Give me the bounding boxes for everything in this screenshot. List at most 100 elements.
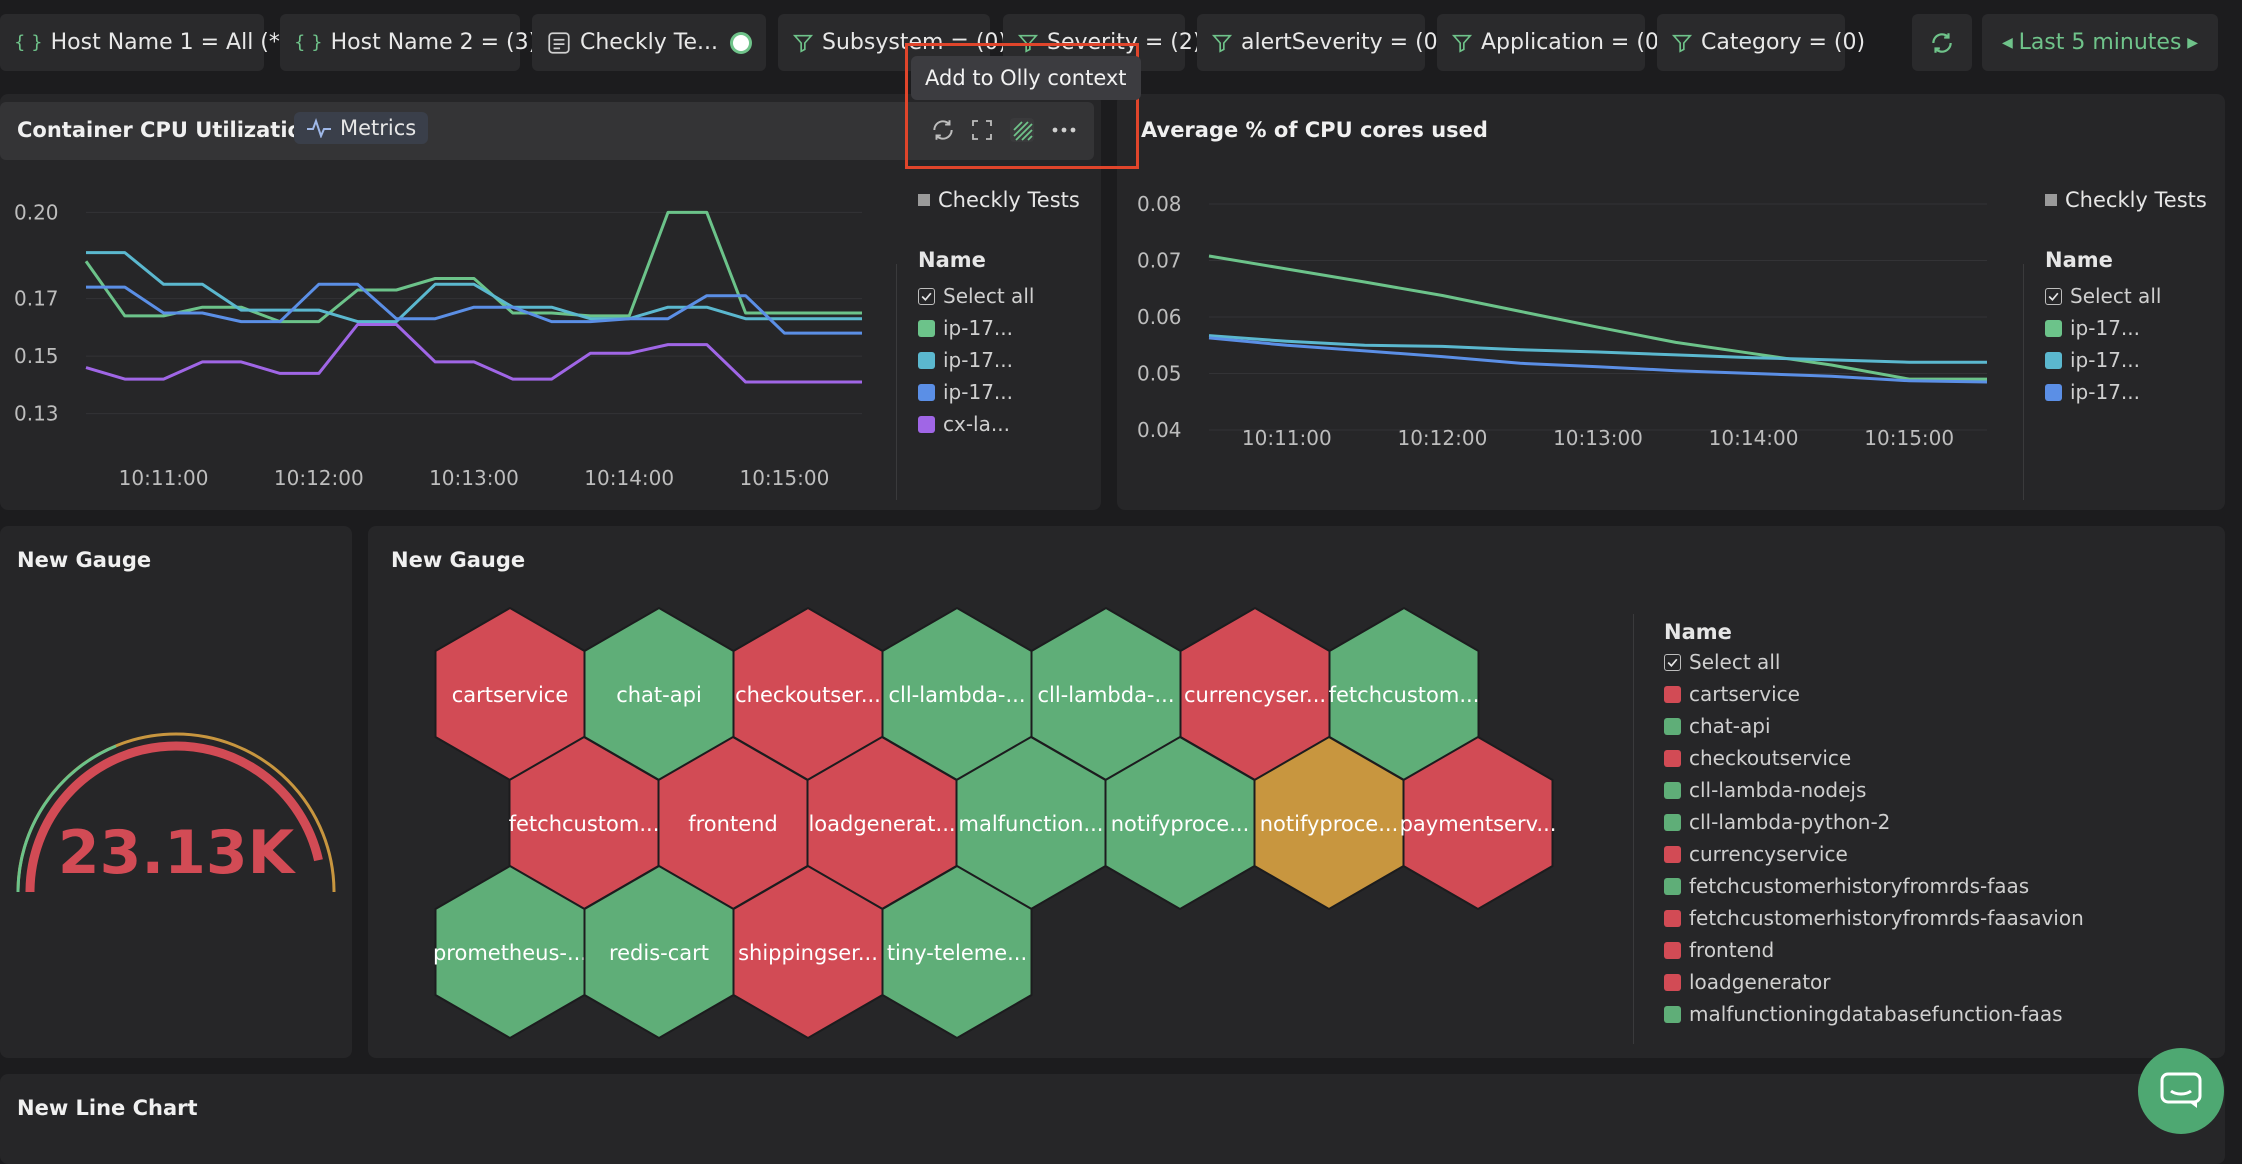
panel-title: Average % of CPU cores used xyxy=(1141,118,1488,142)
y-tick-label: 0.06 xyxy=(1137,305,1182,329)
legend-item[interactable]: checkoutservice xyxy=(1664,742,2084,774)
series-line[interactable] xyxy=(84,210,862,324)
legend-item[interactable]: ip-17... xyxy=(918,344,1080,376)
select-all-row[interactable]: Select all xyxy=(1664,646,2084,678)
avg-cpu-panel: Average % of CPU cores used 0.08 0.07 0.06… xyxy=(1117,94,2225,510)
x-tick-label: 10:14:00 xyxy=(1709,426,1799,450)
select-all-row[interactable]: Select all xyxy=(2045,280,2207,312)
fullscreen-icon[interactable] xyxy=(970,118,994,142)
legend-item[interactable]: ip-17... xyxy=(2045,344,2207,376)
time-range-picker[interactable]: ◀ Last 5 minutes ▶ xyxy=(1982,14,2218,71)
panel-title: Container CPU Utilization xyxy=(17,118,317,142)
checkbox-icon[interactable] xyxy=(2045,287,2062,305)
braces-icon: { } xyxy=(294,32,323,53)
filter-chip[interactable]: Application = (0) xyxy=(1437,14,1668,71)
legend-item-label: frontend xyxy=(1689,938,1775,962)
checkbox-icon[interactable] xyxy=(1664,653,1681,671)
filter-chip[interactable]: { } Host Name 2 = (3) xyxy=(280,14,537,71)
legend-swatch xyxy=(1664,685,1681,703)
y-tick-label: 0.04 xyxy=(1137,418,1182,442)
metrics-badge-label: Metrics xyxy=(340,116,417,140)
legend-group-title[interactable]: Checkly Tests xyxy=(918,188,1080,212)
refresh-icon[interactable] xyxy=(930,117,956,143)
legend-item[interactable]: fetchcustomerhistoryfromrds-faasavion xyxy=(1664,902,2084,934)
series-line[interactable] xyxy=(85,323,862,384)
hex-cell[interactable]: paymentserv... xyxy=(1400,735,1557,911)
hex-label: fetchcustom... xyxy=(1329,683,1480,707)
metrics-badge[interactable]: Metrics xyxy=(294,112,429,144)
gauge-panel: New Gauge 23.13K xyxy=(0,526,352,1058)
filter-chip[interactable]: Subsystem = (0) xyxy=(778,14,1007,71)
legend-item[interactable]: ip-17... xyxy=(2045,312,2207,344)
y-tick-label: 0.17 xyxy=(14,287,59,311)
widget-actions xyxy=(930,116,1078,144)
legend-item[interactable]: chat-api xyxy=(1664,710,2084,742)
legend-divider xyxy=(2023,264,2024,500)
refresh-button[interactable] xyxy=(1912,14,1972,71)
legend-item[interactable]: frontend xyxy=(1664,934,2084,966)
series-line[interactable] xyxy=(1208,254,1987,381)
legend-item[interactable]: malfunctioningdatabasefunction-faas xyxy=(1664,998,2084,1030)
y-tick-label: 0.07 xyxy=(1137,249,1182,273)
legend-item-label: cll-lambda-nodejs xyxy=(1689,778,1867,802)
chat-button[interactable] xyxy=(2138,1048,2224,1134)
cpu-utilization-chart: 0.20 0.17 0.15 0.13 10:11:00 10:12:00 10:13:00… xyxy=(14,200,862,490)
legend-item[interactable]: loadgenerator xyxy=(1664,966,2084,998)
hex-cell[interactable]: notifyproce... xyxy=(1253,735,1405,911)
checkbox-icon[interactable] xyxy=(918,287,935,305)
olly-context-icon[interactable] xyxy=(1008,116,1036,144)
filter-chip[interactable]: Category = (0) xyxy=(1657,14,1865,71)
caret-left-icon[interactable]: ◀ xyxy=(2002,34,2013,51)
hex-label: cll-lambda-... xyxy=(1037,683,1174,707)
series-line[interactable] xyxy=(1208,334,1987,364)
legend-item[interactable]: currencyservice xyxy=(1664,838,2084,870)
x-tick-label: 10:14:00 xyxy=(584,466,674,490)
legend-item[interactable]: cartservice xyxy=(1664,678,2084,710)
legend-swatch xyxy=(918,383,935,401)
more-options-icon[interactable] xyxy=(1050,118,1078,142)
legend-item-label: ip-17... xyxy=(2070,348,2140,372)
legend-item[interactable]: ip-17... xyxy=(918,376,1080,408)
series-line[interactable] xyxy=(86,282,862,335)
hex-cell[interactable]: cll-lambda-... xyxy=(881,606,1033,782)
hex-gauge-panel: New Gauge cartservice chat-api checkoutser… xyxy=(368,526,2225,1058)
hex-cell[interactable]: prometheus-... xyxy=(433,864,587,1040)
filter-label: Category = (0) xyxy=(1701,30,1866,55)
hex-cell[interactable]: tiny-teleme... xyxy=(881,864,1033,1040)
hex-label: tiny-teleme... xyxy=(887,941,1027,965)
select-all-row[interactable]: Select all xyxy=(918,280,1080,312)
legend-item-label: loadgenerator xyxy=(1689,970,1831,994)
hex-cell[interactable]: fetchcustom... xyxy=(508,735,660,911)
hex-cell[interactable]: cll-lambda-... xyxy=(1030,606,1182,782)
caret-right-icon[interactable]: ▶ xyxy=(2187,34,2198,51)
select-all-label: Select all xyxy=(2070,284,2162,308)
series-line[interactable] xyxy=(86,251,862,324)
hex-cell[interactable]: shippingser... xyxy=(732,864,884,1040)
filter-chip[interactable]: { } Host Name 1 = All (*) xyxy=(0,14,288,71)
filter-label: Host Name 2 = (3) xyxy=(330,30,538,55)
filter-chip[interactable]: Checkly Te... xyxy=(532,14,766,71)
x-tick-label: 10:15:00 xyxy=(739,466,829,490)
hex-cell[interactable]: malfunction... xyxy=(955,735,1107,911)
funnel-icon xyxy=(1211,32,1233,54)
legend-group-title[interactable]: Checkly Tests xyxy=(2045,188,2207,212)
gauge-value-arc xyxy=(25,741,323,893)
series-line[interactable] xyxy=(1208,336,1988,384)
legend-item-label: cll-lambda-python-2 xyxy=(1689,810,1891,834)
avg-chart-legend: Checkly Tests Name Select all ip-17... ip-17… xyxy=(2045,188,2207,408)
braces-icon: { } xyxy=(14,32,43,53)
hex-cell[interactable]: loadgenerat... xyxy=(806,735,958,911)
legend-item[interactable]: ip-17... xyxy=(2045,376,2207,408)
legend-item[interactable]: cll-lambda-nodejs xyxy=(1664,774,2084,806)
filter-chip[interactable]: alertSeverity = (0) xyxy=(1197,14,1446,71)
hex-label: chat-api xyxy=(616,683,702,707)
legend-item[interactable]: ip-17... xyxy=(918,312,1080,344)
toggle-switch[interactable] xyxy=(730,31,752,54)
hex-cell[interactable]: notifyproce... xyxy=(1104,735,1256,911)
legend-item[interactable]: cll-lambda-python-2 xyxy=(1664,806,2084,838)
filter-label: alertSeverity = (0) xyxy=(1241,30,1447,55)
legend-item[interactable]: cx-la... xyxy=(918,408,1080,440)
legend-item[interactable]: fetchcustomerhistoryfromrds-faas xyxy=(1664,870,2084,902)
x-tick-label: 10:11:00 xyxy=(1242,426,1332,450)
hex-cell[interactable]: frontend xyxy=(657,735,809,911)
